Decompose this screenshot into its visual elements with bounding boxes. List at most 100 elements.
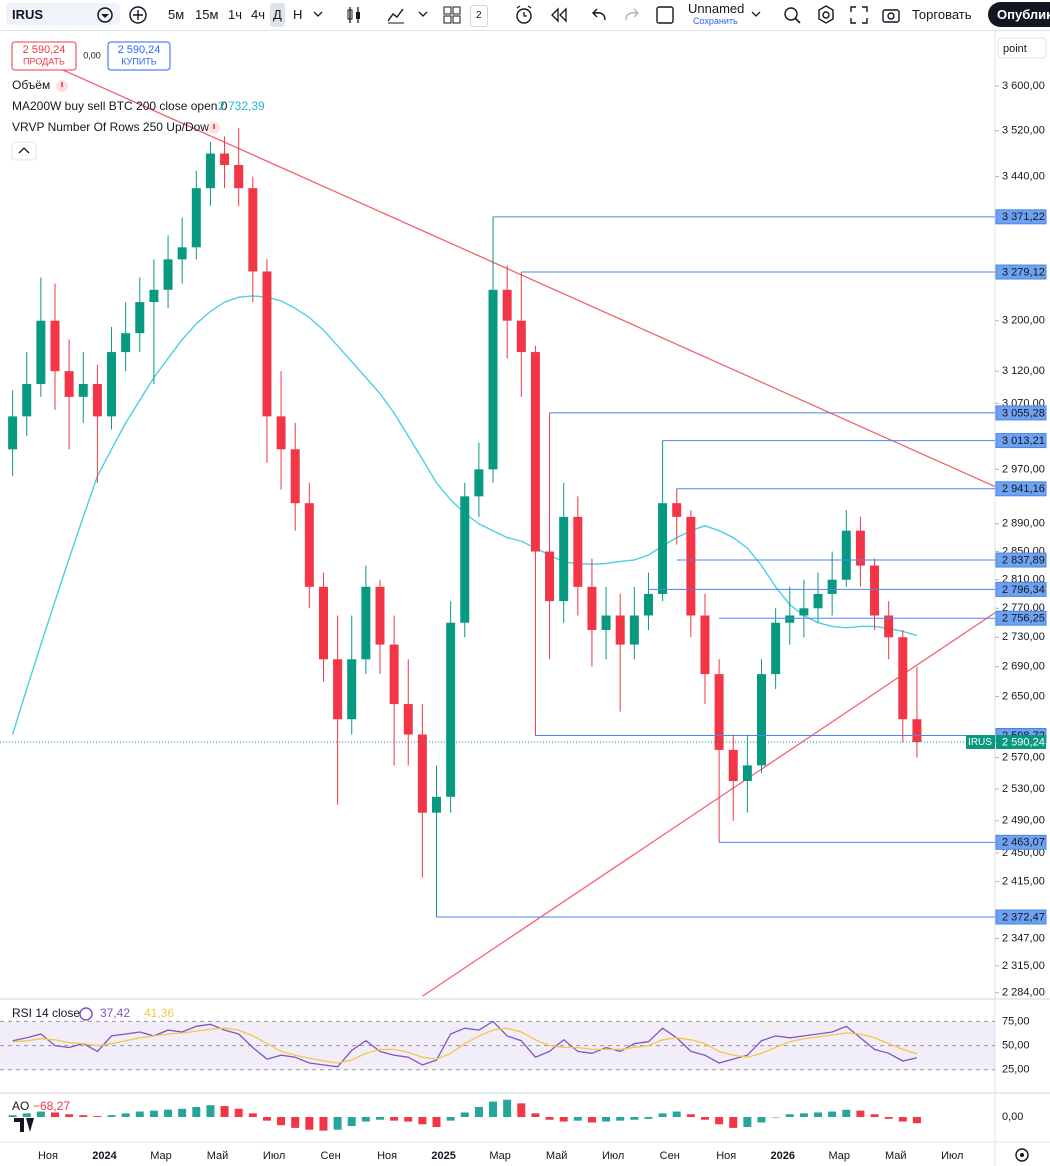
dropdown-icon[interactable] — [750, 8, 762, 20]
ao-bar — [559, 1117, 568, 1122]
interval[interactable]: 1ч — [228, 7, 243, 22]
candle-body — [587, 586, 597, 630]
level-label-box — [995, 481, 1047, 497]
interval[interactable]: 5м — [168, 7, 185, 22]
symbol[interactable]: IRUS — [12, 7, 44, 22]
level-label: 3 371,22 — [1002, 211, 1045, 223]
buy-button[interactable] — [107, 41, 171, 71]
candle-body — [474, 469, 484, 497]
ao-bar — [545, 1117, 554, 1120]
scale-mode[interactable]: point — [1003, 43, 1027, 55]
buy-price[interactable]: 2 590,24 — [118, 44, 161, 56]
replay-icon[interactable] — [549, 6, 569, 24]
interval-active[interactable]: Д — [270, 3, 285, 27]
candle-body — [8, 416, 18, 450]
dropdown-icon[interactable] — [417, 8, 429, 20]
redo-icon[interactable] — [622, 6, 642, 24]
x-tick-label: Май — [885, 1150, 907, 1162]
save-button[interactable]: Сохранить — [693, 16, 738, 26]
ao-bar — [700, 1117, 709, 1120]
y-tick-label: 2 315,00 — [1002, 960, 1045, 972]
layouts-count[interactable]: 2 — [470, 5, 488, 27]
dropdown-icon[interactable] — [312, 8, 324, 20]
undo-icon[interactable] — [589, 6, 609, 24]
snapshot-icon[interactable] — [881, 5, 901, 25]
level-label-box — [995, 405, 1047, 421]
x-tick-label: Ноя — [38, 1150, 58, 1162]
layout-name[interactable]: Unnamed — [688, 1, 745, 16]
ao-bar — [870, 1114, 879, 1117]
logo[interactable] — [14, 1118, 34, 1132]
candle-body — [841, 530, 851, 580]
candle-body — [205, 153, 215, 189]
x-tick-label: Июл — [941, 1150, 963, 1162]
publish-label[interactable]: Опублико — [997, 7, 1050, 22]
ao-bar — [418, 1117, 427, 1125]
scale-mode-box[interactable] — [997, 37, 1047, 59]
ao-bar — [121, 1113, 130, 1117]
ao-bar — [51, 1112, 59, 1117]
collapse-legend[interactable] — [11, 141, 37, 161]
publish-button[interactable] — [988, 2, 1050, 27]
symbol-search[interactable] — [6, 3, 120, 25]
symbol-icon[interactable] — [96, 6, 114, 24]
ao-bar — [347, 1117, 356, 1127]
sell-button[interactable] — [11, 41, 77, 71]
volume-legend[interactable]: Объём — [12, 78, 50, 92]
x-tick-label: Май — [207, 1150, 229, 1162]
sell-label[interactable]: ПРОДАТЬ — [23, 56, 65, 66]
ao-bar — [517, 1103, 526, 1117]
ao-bar — [757, 1117, 766, 1123]
time-settings-icon-dot — [1020, 1153, 1024, 1157]
rsi-title[interactable]: RSI 14 close — [12, 1006, 80, 1020]
rsi-line — [12, 1020, 918, 1068]
sell-price[interactable]: 2 590,24 — [23, 44, 66, 56]
interval[interactable]: Н — [293, 7, 303, 22]
candle-body — [92, 383, 102, 417]
candle-body — [530, 352, 540, 552]
level-label-box — [995, 610, 1047, 626]
x-tick-label: 2025 — [431, 1150, 455, 1162]
ao-title[interactable]: AO — [12, 1099, 29, 1113]
ao-bar — [799, 1113, 808, 1117]
x-tick-label: Мар — [489, 1150, 511, 1162]
interval[interactable]: 4ч — [251, 7, 266, 22]
candle-body — [516, 320, 526, 353]
candle-body — [262, 271, 272, 417]
candle-body — [559, 516, 569, 602]
time-settings-icon[interactable] — [1015, 1148, 1029, 1162]
alert-icon[interactable] — [513, 4, 535, 26]
settings-icon[interactable] — [815, 4, 837, 26]
search-icon[interactable] — [781, 4, 803, 26]
level-label-box — [995, 433, 1047, 449]
indicators-icon[interactable] — [386, 5, 406, 25]
y-tick-label: 2 890,00 — [1002, 518, 1045, 530]
chart-type-icon[interactable] — [344, 5, 364, 25]
trade-button[interactable]: Торговать — [912, 7, 972, 22]
ao-bar — [404, 1117, 413, 1122]
y-tick-label: 2 490,00 — [1002, 815, 1045, 827]
ao-bar — [446, 1117, 455, 1121]
y-tick-label: 2 530,00 — [1002, 783, 1045, 795]
layouts-icon[interactable] — [442, 5, 462, 25]
interval[interactable]: 15м — [195, 7, 219, 22]
ao-bar — [489, 1101, 498, 1117]
buy-label[interactable]: КУПИТЬ — [121, 56, 156, 66]
ma-legend[interactable]: MA200W buy sell BTC 200 close open 0 — [12, 99, 228, 113]
ao-bar — [856, 1110, 865, 1117]
ao-bar — [206, 1105, 215, 1117]
ao-bar — [178, 1108, 187, 1117]
vrvp-legend[interactable]: VRVP Number Of Rows 250 Up/Down — [12, 120, 216, 134]
compare-button[interactable] — [128, 5, 148, 25]
level-label-box — [995, 581, 1047, 597]
ao-bar — [36, 1111, 45, 1117]
candle-body — [771, 622, 781, 675]
candle-body — [799, 608, 809, 616]
ao-bar — [644, 1117, 653, 1119]
candle-body — [728, 749, 738, 782]
layout-checkbox[interactable] — [655, 5, 675, 25]
ao-bar — [333, 1117, 342, 1130]
fullscreen-icon[interactable] — [849, 5, 869, 25]
candle-body — [389, 644, 399, 705]
rsi-icon[interactable] — [79, 1007, 93, 1021]
